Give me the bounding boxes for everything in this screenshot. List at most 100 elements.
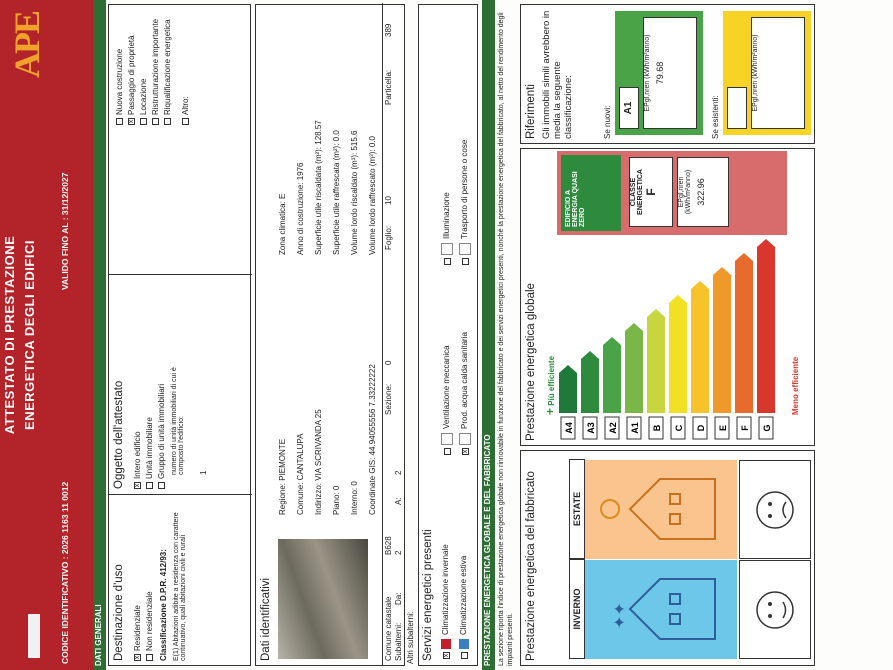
winter-house-icon: ✦✦: [610, 578, 716, 640]
volume-riscaldato: Volume lordo riscaldato (m³): 515.6: [350, 130, 359, 256]
class-label-box-a1: [626, 416, 642, 440]
globale-title: Prestazione energetica globale: [525, 283, 537, 441]
acqua-calda-label: Prod. acqua calda sanitaria: [460, 332, 470, 429]
particella-label: Particella:: [384, 69, 393, 105]
altro-label: Altro:: [181, 96, 190, 115]
sezione-label: Sezione:: [384, 383, 393, 415]
fan-icon: [441, 433, 453, 445]
class-bar-c: [669, 295, 687, 413]
superficie-raffrescata: Superficie utile raffrescata (m²): 0.0: [332, 130, 341, 255]
ventilazione-label: Ventilazione meccanica: [442, 345, 452, 429]
nuova-costruzione-label: Nuova costruzione: [115, 48, 124, 115]
illuminazione-label: Illuminazione: [442, 192, 452, 239]
nuovi-ep-label: EPgl,nren (kWh/m²anno): [644, 34, 651, 112]
servizi-box: Servizi energetici presenti x Climatizzaz…: [418, 4, 478, 666]
class-label-box-a2: [604, 416, 620, 440]
class-bar-f: [735, 253, 753, 413]
validita: VALIDO FINO AL : 31/12/2027: [60, 172, 70, 290]
subalterni-label: Subalterni:: [394, 622, 403, 661]
non-residenziale-checkbox[interactable]: [146, 654, 154, 661]
svg-text:✦✦: ✦✦: [610, 602, 629, 629]
riferimenti-title: Riferimenti: [525, 84, 537, 139]
class-label-a4: A4: [564, 422, 574, 434]
title-line-1: ATTESTATO DI PRESTAZIONE: [2, 235, 17, 435]
class-label-b: B: [652, 424, 662, 431]
residenziale-checkbox[interactable]: x: [134, 654, 142, 661]
class-label-box-f: [736, 416, 752, 440]
se-esistenti-label: Se esistenti:: [711, 95, 720, 139]
non-residenziale-label: Non residenziale: [145, 591, 154, 651]
riferimenti-box: Riferimenti Gli immobili simili avrebber…: [520, 4, 815, 144]
esistenti-class-value: [727, 87, 747, 129]
illuminazione-checkbox[interactable]: [443, 258, 451, 265]
fabbricato-box: Prestazione energetica del fabbricato IN…: [520, 450, 815, 666]
clima-estiva-label: Climatizzazione estiva: [459, 555, 469, 635]
subalterni-da-label: Da:: [394, 592, 403, 605]
dati-identificativi-title: Dati identificativi: [260, 577, 272, 661]
class-label-box-a4: [560, 416, 576, 440]
class-label-a3: A3: [586, 422, 596, 434]
passaggio-proprieta-checkbox[interactable]: x: [128, 118, 136, 125]
class-label-f: F: [740, 425, 750, 431]
intero-edificio-checkbox[interactable]: x: [134, 482, 142, 489]
dati-identificativi-box: Dati identificativi Regione: PIEMONTE Co…: [255, 3, 405, 666]
unita-label: Unità immobiliare: [145, 417, 154, 479]
comune: Comune: CANTALUPA: [296, 433, 305, 515]
coordinate-gis: Coordinate GIS: 44.94055556 7.33222222: [368, 364, 377, 515]
nuovi-ep-value: 79.68: [655, 61, 665, 85]
class-bar-a4: [559, 365, 577, 413]
building-photo: [278, 539, 368, 659]
trasporto-checkbox[interactable]: [461, 258, 469, 265]
classe-energetica-label: CLASSE ENERGETICA: [630, 169, 644, 215]
class-label-box-c: [670, 416, 686, 440]
locazione-checkbox[interactable]: [140, 118, 148, 125]
inverno-rating-cell: [739, 560, 811, 659]
sad-face-icon: [756, 491, 794, 529]
estate-rating-cell: [739, 460, 811, 559]
ape-logo: APE: [7, 12, 47, 78]
section-dati-generali: DATI GENERALI: [93, 0, 106, 670]
nzeb-box: EDIFICIO A ENERGIA QUASI ZERO: [561, 155, 621, 231]
piano: Piano: 0: [332, 485, 341, 515]
class-label-box-d: [692, 416, 708, 440]
ristrutturazione-checkbox[interactable]: [152, 118, 160, 125]
numero-unita-value: 1: [199, 470, 208, 475]
numero-unita-label: numero di unità immobiliari di cui è com…: [171, 367, 185, 475]
ep-value: 322.96: [696, 178, 706, 206]
ventilazione-checkbox[interactable]: [443, 448, 451, 455]
regione: Regione: PIEMONTE: [278, 438, 287, 515]
altro-checkbox[interactable]: [182, 118, 190, 125]
gruppo-checkbox[interactable]: [158, 482, 166, 489]
destinazione-title: Destinazione d'uso: [113, 564, 125, 661]
unita-checkbox[interactable]: [146, 482, 154, 489]
riqualificazione-checkbox[interactable]: [164, 118, 172, 125]
energy-class-scale: A4 A3 A2 A1 B C D E F G: [559, 239, 775, 440]
interno: Interno: 0: [350, 481, 359, 515]
clima-invernale-checkbox[interactable]: x: [442, 652, 450, 659]
class-label-box-g: [758, 416, 774, 440]
piu-efficiente-text: Più efficiente: [547, 355, 556, 406]
ep-box: EPgl,nren (kWh/m²anno) 322.96: [677, 157, 729, 227]
clima-invernale-label: Climatizzazione invernale: [441, 544, 451, 635]
acqua-calda-checkbox[interactable]: x: [461, 448, 469, 455]
inverno-header: INVERNO: [569, 559, 585, 659]
estate-header: ESTATE: [569, 459, 585, 559]
clima-estiva-checkbox[interactable]: [460, 652, 468, 659]
classe-energetica-value: F: [644, 188, 658, 196]
gruppo-label: Gruppo di unità immobiliari: [157, 383, 166, 479]
altri-subalterni: Altri subalterni:: [406, 611, 415, 664]
class-bar-a3: [581, 351, 599, 413]
general-info-box: Destinazione d'uso x Residenziale Non res…: [108, 4, 252, 666]
classe-energetica-box: CLASSE ENERGETICA F: [629, 157, 673, 227]
elevator-icon: [459, 243, 471, 255]
nuovi-ep-box: EPgl,nren (kWh/m²anno) 79.68: [643, 17, 697, 129]
riferimenti-text: Gli immobili simili avrebbero in media l…: [541, 10, 574, 139]
class-bar-a1: [625, 323, 643, 413]
piu-efficiente-label: + Più efficiente: [543, 356, 557, 415]
esistenti-class-panel: EPgl,nren (kWh/m²anno): [723, 11, 811, 135]
classificazione-value: E(1) Abitazioni adibite a residenza con …: [173, 512, 187, 661]
class-bar-e: [713, 267, 731, 413]
class-label-box-e: [714, 416, 730, 440]
superficie-riscaldata: Superficie utile riscaldata (m²): 128.57: [314, 120, 323, 255]
nuova-costruzione-checkbox[interactable]: [116, 118, 124, 125]
